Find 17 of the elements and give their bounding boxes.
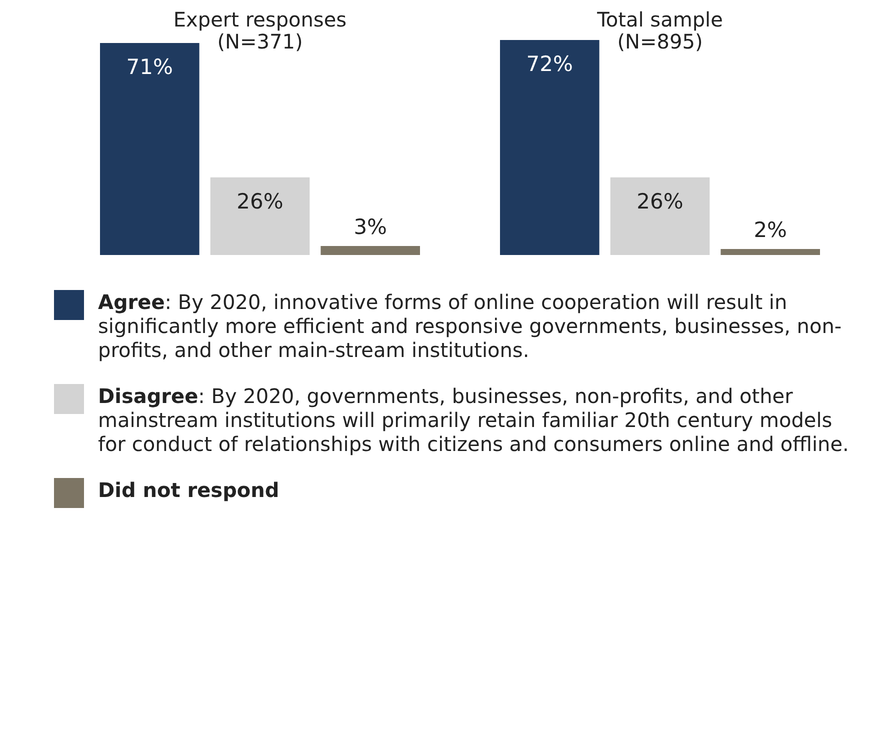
data-label: 26% [636,189,684,214]
data-label: 3% [354,215,388,240]
data-label: 72% [526,52,573,76]
data-label: 2% [754,218,788,242]
bar [500,40,600,255]
x-tick-label: Expert responses (N=371) [173,8,347,54]
bar [320,246,420,255]
legend-label: Did not respond [98,478,280,502]
bar [720,249,820,255]
bar [210,177,310,255]
data-label: 26% [236,189,284,214]
bar [610,177,710,255]
bar [100,42,200,255]
legend-label: Agree: By 2020, innovative forms of online cooperation will result in significantly more efficient and responsive governments, businesses, non-profits, and other main-stream institutions. [98,290,843,362]
data-label: 71% [126,54,173,79]
legend-label: Disagree: By 2020, governments, businesses, non-profits, and other mainstream institutions will primarily retain familiar 20th century models for conduct of relationships with citizens and consumers online and offline. [98,384,850,456]
x-tick-label: Total sample (N=895) [596,8,723,54]
